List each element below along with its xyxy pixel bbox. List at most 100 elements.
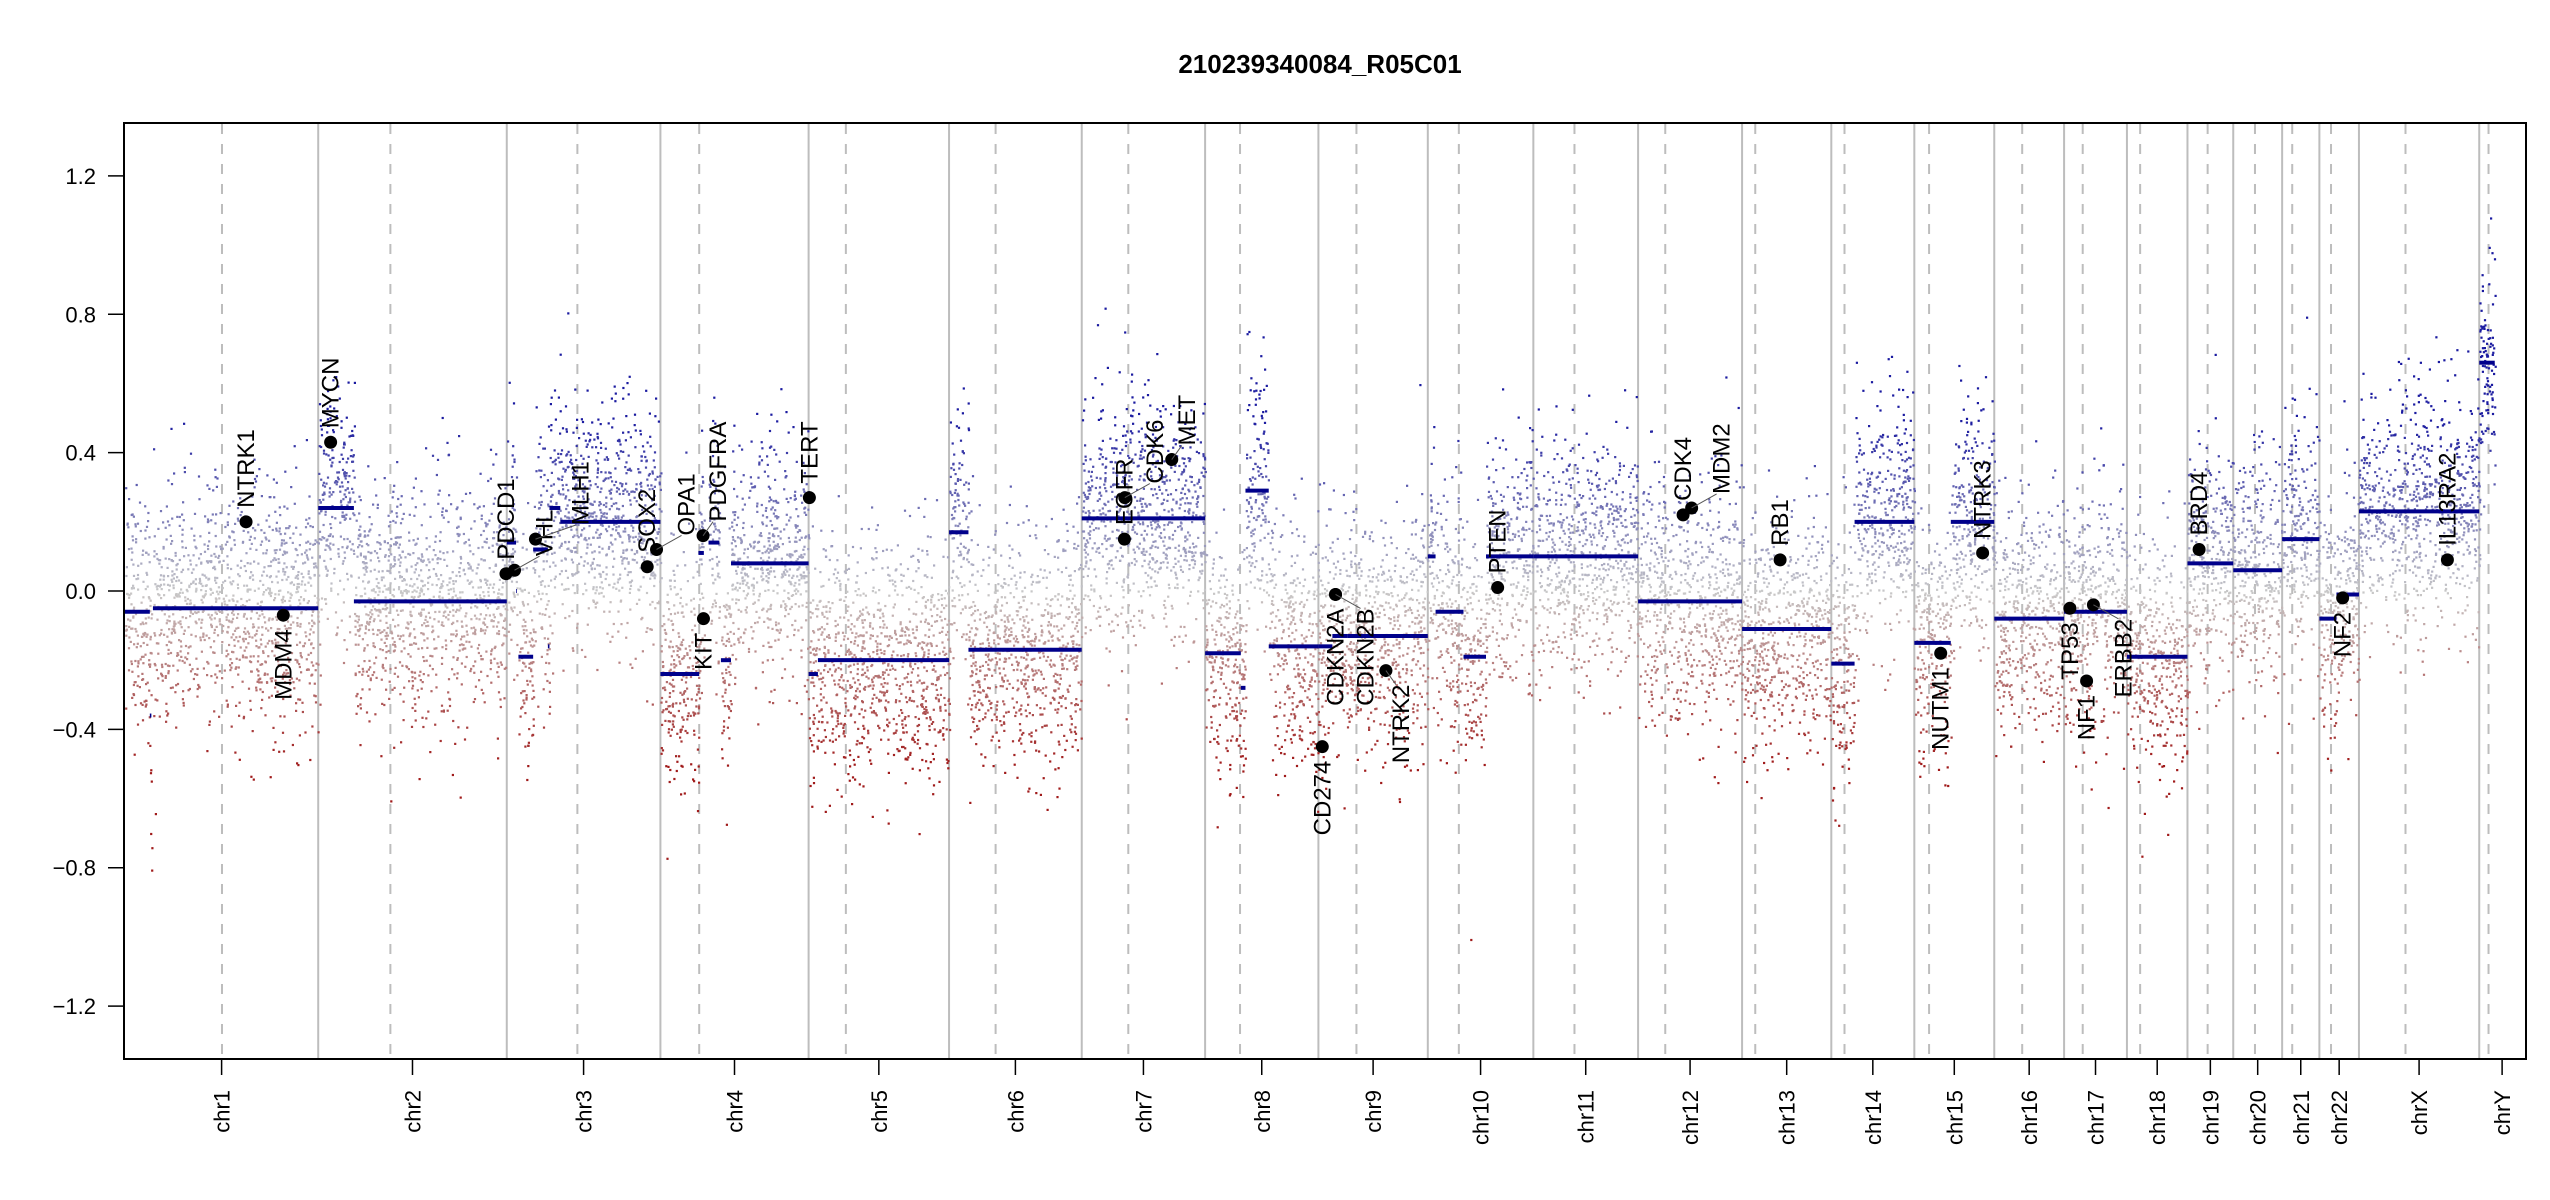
probe-point (943, 597, 946, 600)
probe-point (667, 728, 671, 731)
probe-point (660, 650, 663, 653)
probe-point (414, 568, 417, 571)
probe-point (408, 584, 412, 587)
probe-point (847, 648, 850, 651)
probe-point (584, 439, 587, 442)
probe-point (420, 611, 423, 614)
probe-point (401, 609, 404, 612)
probe-point (391, 496, 394, 499)
probe-point (598, 536, 601, 539)
probe-point (811, 648, 815, 651)
probe-point (938, 780, 941, 783)
probe-point (150, 694, 153, 697)
probe-point (504, 617, 507, 620)
probe-point (896, 654, 899, 657)
probe-point (583, 510, 587, 513)
probe-point (765, 610, 769, 613)
probe-point (178, 591, 182, 594)
probe-point (459, 638, 463, 641)
probe-point (263, 673, 266, 676)
probe-point (257, 626, 260, 629)
probe-point (593, 500, 596, 503)
probe-point (713, 492, 716, 495)
probe-point (287, 672, 290, 675)
probe-point (877, 674, 880, 677)
probe-point (939, 693, 942, 696)
probe-point (496, 531, 499, 534)
probe-point (411, 680, 414, 683)
probe-point (777, 638, 780, 641)
probe-point (259, 605, 262, 608)
probe-point (356, 621, 359, 624)
probe-point (377, 629, 380, 632)
probe-point (346, 545, 349, 548)
probe-point (521, 625, 524, 628)
probe-point (800, 713, 803, 716)
probe-point (385, 631, 388, 634)
probe-point (384, 555, 387, 558)
probe-point (740, 480, 743, 483)
probe-point (240, 559, 243, 562)
probe-point (916, 724, 919, 728)
probe-point (337, 471, 341, 474)
probe-point (167, 648, 170, 651)
probe-point (780, 604, 783, 607)
probe-point (693, 780, 696, 783)
probe-point (477, 546, 480, 550)
probe-point (587, 432, 590, 435)
probe-point (542, 560, 545, 563)
probe-point (633, 496, 636, 499)
probe-point (324, 510, 327, 513)
probe-point (168, 664, 171, 668)
probe-point (347, 381, 350, 384)
probe-point (731, 548, 734, 551)
probe-point (354, 633, 357, 636)
probe-point (287, 591, 290, 594)
probe-point (836, 623, 839, 626)
probe-point (668, 692, 672, 695)
probe-point (742, 566, 745, 569)
probe-point (714, 487, 718, 490)
probe-point (253, 634, 257, 637)
probe-point (394, 543, 398, 546)
probe-point (325, 482, 328, 485)
probe-point (457, 726, 460, 729)
probe-point (711, 606, 714, 609)
probe-point (187, 554, 190, 557)
probe-point (132, 563, 135, 566)
probe-point (891, 579, 894, 582)
probe-point (617, 454, 620, 457)
probe-point (452, 633, 455, 636)
probe-point (709, 485, 712, 488)
probe-point (292, 583, 296, 586)
probe-point (511, 506, 514, 510)
probe-point (614, 400, 617, 403)
probe-point (660, 747, 663, 750)
probe-point (360, 540, 363, 543)
probe-point (653, 466, 656, 469)
probe-point (768, 496, 771, 499)
probe-point (833, 763, 836, 766)
probe-point (508, 381, 511, 384)
probe-point (165, 644, 168, 647)
probe-point (407, 552, 410, 556)
probe-point (227, 653, 230, 656)
probe-point (540, 500, 543, 504)
probe-point (448, 494, 451, 497)
probe-point (505, 526, 508, 529)
probe-point (243, 649, 246, 652)
probe-point (846, 637, 850, 640)
probe-point (573, 503, 577, 506)
probe-point (451, 604, 454, 607)
probe-point (941, 626, 944, 629)
probe-point (599, 573, 602, 576)
probe-point (300, 572, 303, 575)
probe-point (188, 585, 191, 589)
probe-point (414, 506, 417, 509)
probe-point (700, 558, 703, 561)
probe-point (703, 647, 706, 650)
probe-point (894, 580, 897, 583)
probe-point (597, 452, 600, 455)
probe-point (159, 559, 162, 562)
probe-point (828, 739, 832, 742)
